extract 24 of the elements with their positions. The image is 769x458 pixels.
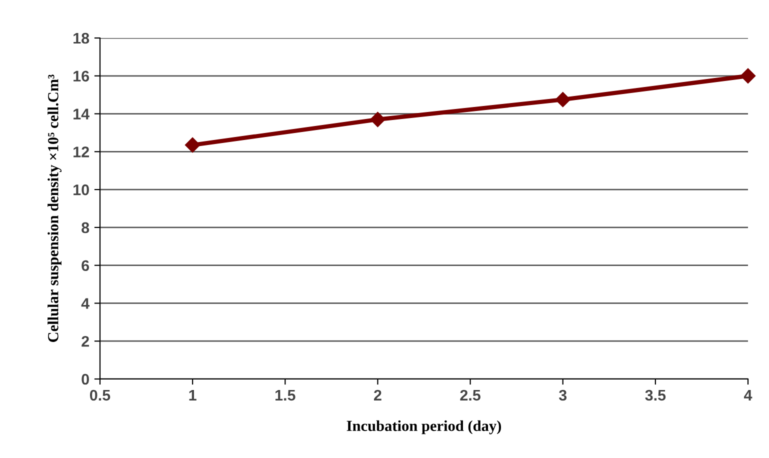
- y-axis-title: Cellular suspension density ×10⁵ cell.Cm³: [48, 74, 62, 342]
- x-tick-label: 3: [558, 390, 567, 401]
- y-tick-label: 6: [82, 260, 90, 272]
- y-tick-label: 4: [81, 298, 90, 309]
- y-tick-label: 8: [82, 222, 90, 234]
- x-tick-label: 3.5: [645, 390, 666, 401]
- y-tick-label: 12: [74, 146, 89, 158]
- x-axis-title: Incubation period (day): [346, 420, 502, 434]
- y-tick-label: 18: [74, 32, 90, 44]
- y-tick-label: 14: [74, 108, 90, 120]
- x-tick-label: 2.5: [460, 390, 480, 401]
- point: [740, 68, 756, 84]
- x-tick-label: 4: [744, 390, 752, 400]
- y-tick-label: 10: [74, 184, 89, 196]
- point: [370, 112, 386, 128]
- y-tick-label: 2: [82, 336, 89, 347]
- y-tick-label: 0: [82, 374, 89, 385]
- point: [555, 92, 570, 108]
- x-tick-label: 1: [189, 390, 196, 400]
- point: [185, 137, 200, 153]
- x-tick-label: 2: [374, 390, 382, 400]
- x-tick-label: 0.5: [90, 390, 110, 401]
- x-tick-label: 1.5: [275, 390, 296, 401]
- y-tick-label: 16: [74, 70, 90, 82]
